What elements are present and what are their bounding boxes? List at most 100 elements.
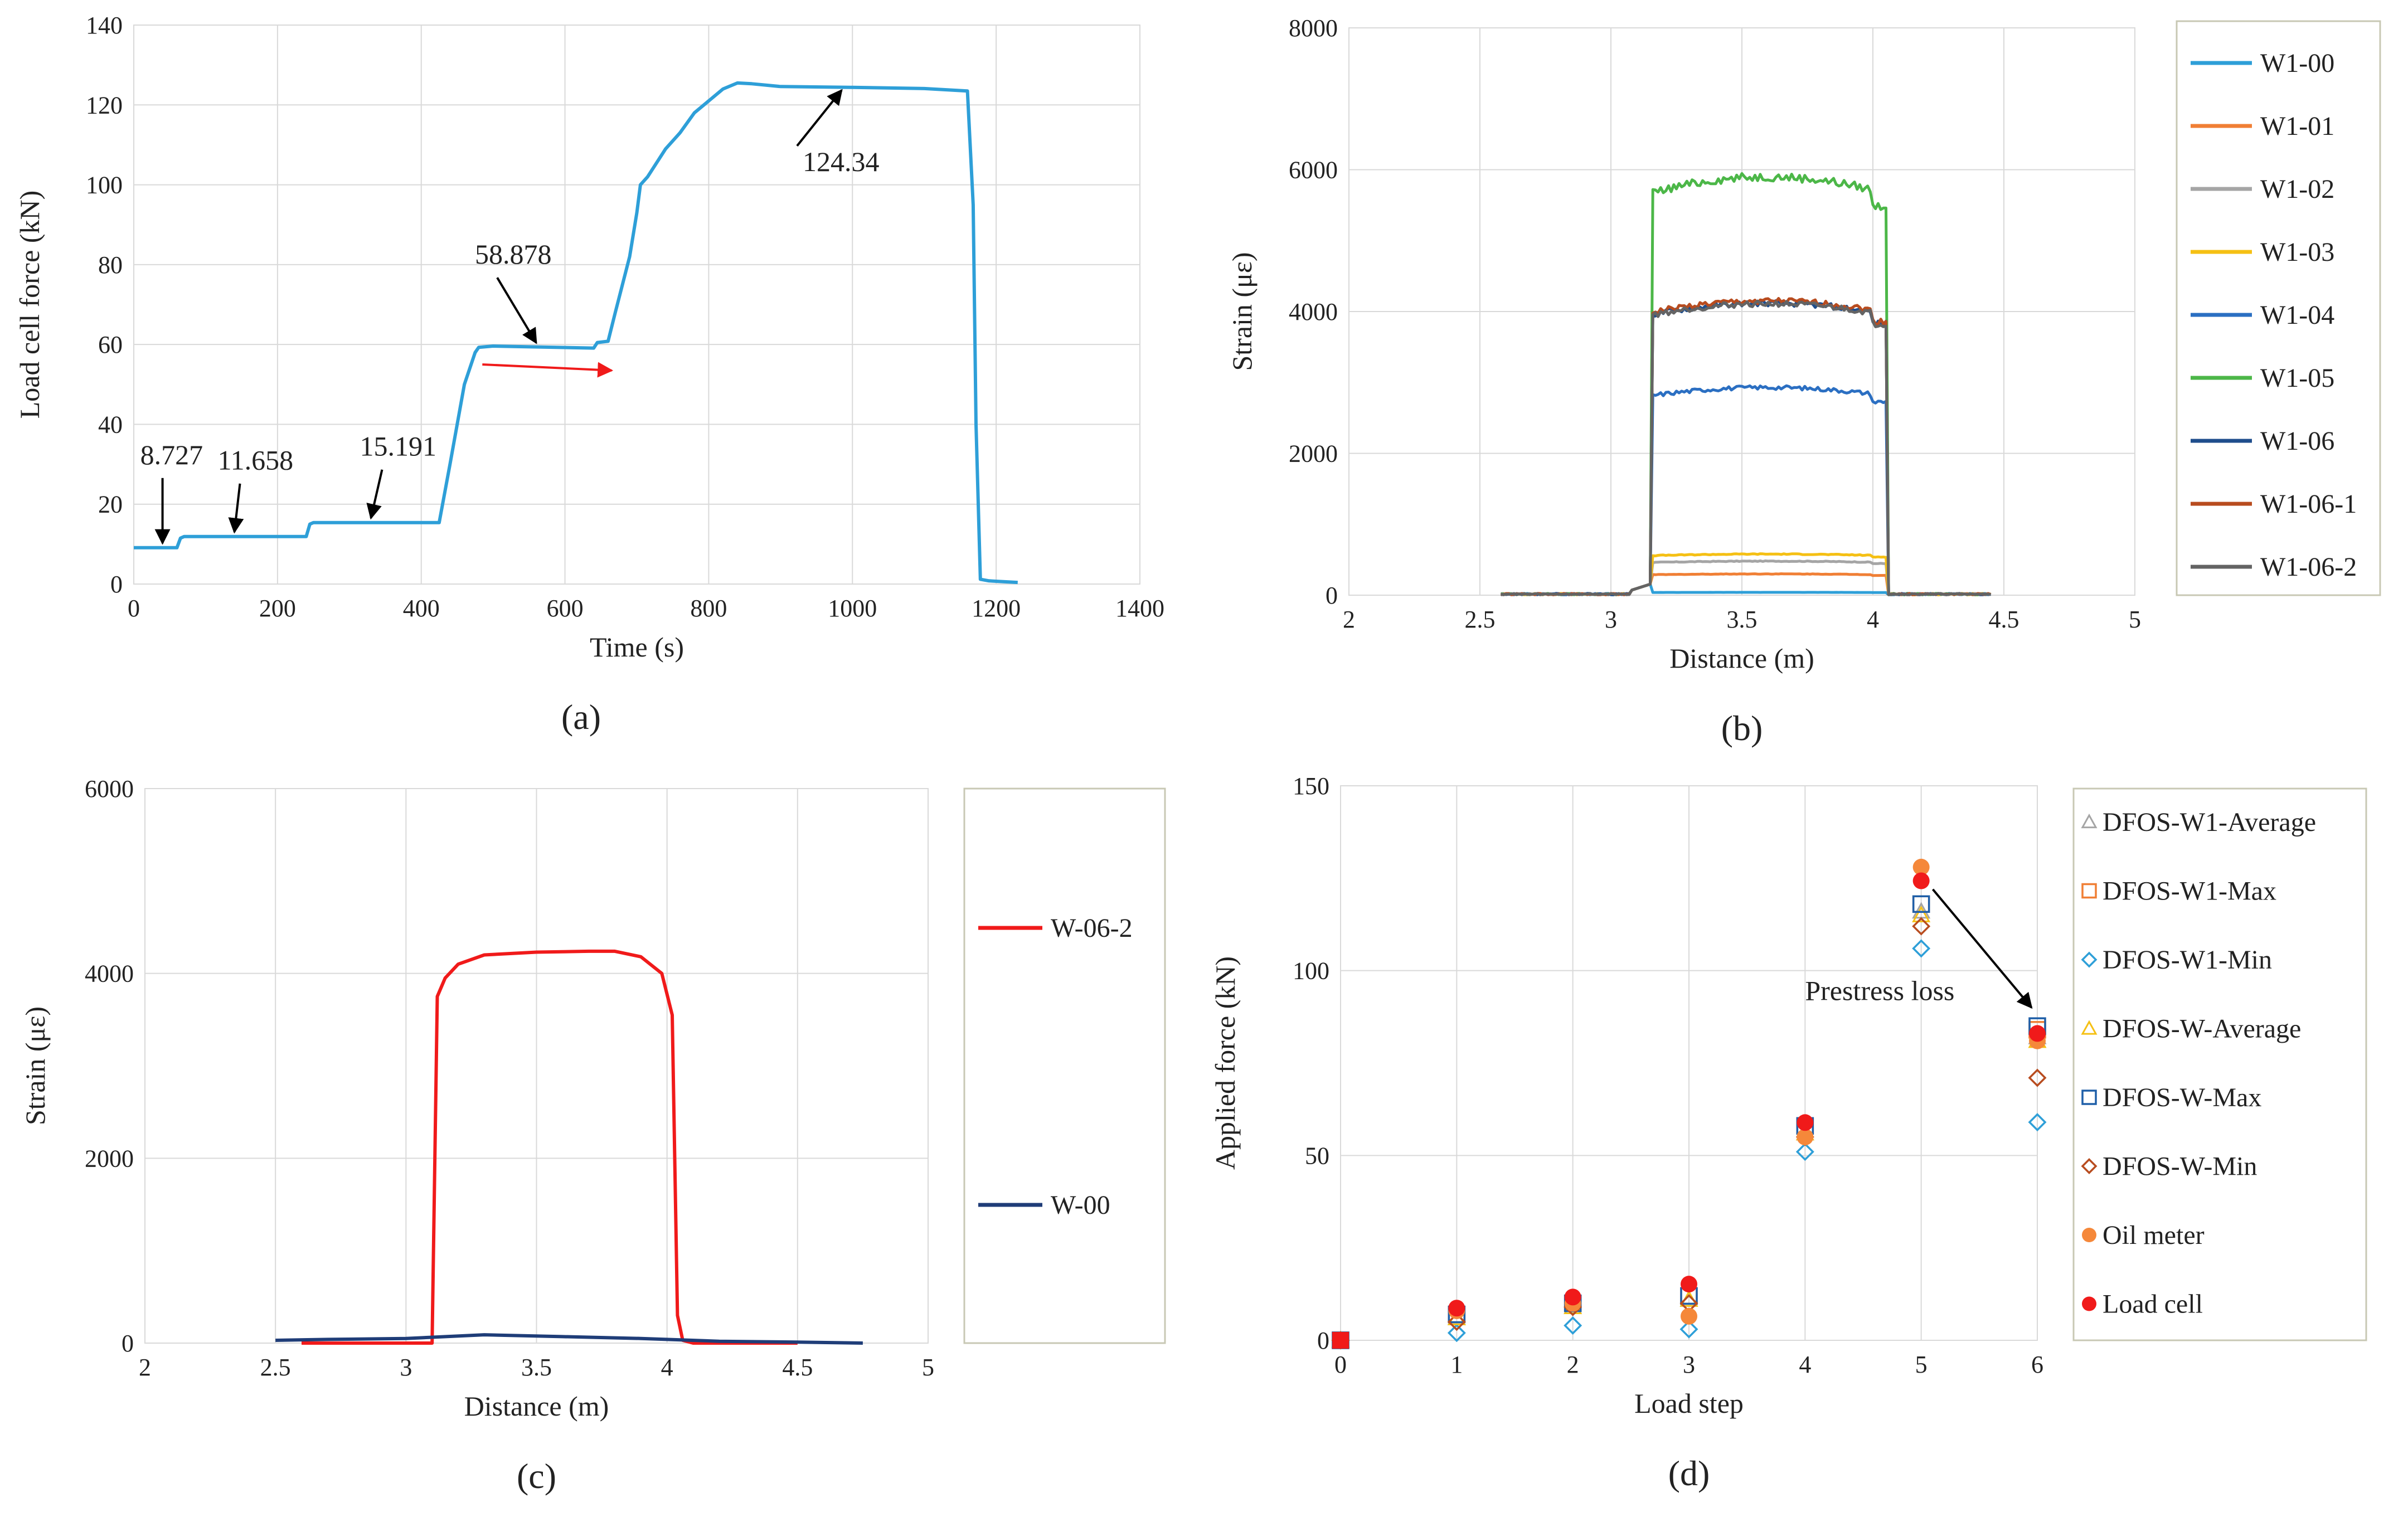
data-point bbox=[1447, 1312, 1466, 1331]
chart-panel-a: 0 200 400 600 800 1000 1200 1400 0 20 40 60 80 100 120… bbox=[14, 12, 1164, 737]
y-tick-label: 60 bbox=[98, 331, 123, 358]
legend-box bbox=[2176, 20, 2381, 596]
x-tick-label: 2.5 bbox=[260, 1354, 291, 1381]
data-point bbox=[2029, 1025, 2046, 1042]
legend-label: W1-06 bbox=[2260, 426, 2334, 456]
data-point bbox=[1681, 1307, 1697, 1325]
data-point bbox=[1564, 1316, 1582, 1335]
x-tick-label: 800 bbox=[690, 595, 727, 622]
plot-area bbox=[133, 25, 1140, 585]
x-tick-label: 3.5 bbox=[521, 1354, 552, 1381]
data-point bbox=[2028, 1068, 2047, 1087]
legend-marker bbox=[2082, 1228, 2096, 1242]
legend-marker bbox=[2081, 813, 2098, 829]
annotation-arrow bbox=[228, 483, 244, 534]
legend-marker bbox=[2081, 1158, 2098, 1174]
x-tick-label: 4 bbox=[661, 1354, 673, 1381]
data-point bbox=[1912, 872, 1930, 889]
data-point bbox=[1912, 858, 1930, 876]
y-axis-label: Load cell force (kN) bbox=[14, 191, 45, 419]
x-tick-label: 1400 bbox=[1115, 595, 1164, 622]
legend-marker bbox=[2081, 1090, 2097, 1105]
y-tick-label: 100 bbox=[86, 172, 123, 199]
strain-line-w1-06-2 bbox=[1500, 299, 1991, 596]
data-point bbox=[1795, 1142, 1814, 1161]
y-tick-label: 80 bbox=[98, 251, 123, 279]
legend-label: W1-06-2 bbox=[2260, 552, 2357, 582]
data-point bbox=[1912, 917, 1931, 936]
y-tick-label: 100 bbox=[1293, 957, 1329, 985]
annotation-label: 11.658 bbox=[218, 445, 294, 476]
x-tick-label: 4.5 bbox=[1989, 606, 2019, 633]
x-tick-label: 5 bbox=[2129, 606, 2141, 633]
y-axis-label: Strain (με) bbox=[20, 1006, 51, 1125]
x-tick-label: 0 bbox=[1334, 1351, 1347, 1378]
x-tick-label: 4 bbox=[1799, 1351, 1811, 1378]
legend-label: W1-04 bbox=[2260, 300, 2334, 330]
y-tick-label: 4000 bbox=[1289, 298, 1338, 325]
strain-line-w-06-2 bbox=[302, 949, 798, 1345]
chart-panel-d: 0 1 2 3 4 5 6 0 50 100 150 Load step Applied force (… bbox=[1210, 772, 2367, 1493]
x-tick-label: 2 bbox=[139, 1354, 151, 1381]
y-tick-label: 120 bbox=[86, 91, 123, 119]
data-point bbox=[1681, 1276, 1697, 1293]
chart-panel-c: 2 2.5 3 3.5 4 4.5 5 0 2000 4000 6000 Distance (m) St… bbox=[20, 775, 1166, 1496]
legend-marker bbox=[2081, 883, 2097, 899]
data-point bbox=[1447, 1324, 1466, 1343]
legend-label: W1-05 bbox=[2260, 363, 2334, 393]
x-tick-label: 3 bbox=[1683, 1351, 1695, 1378]
annotation-arrow bbox=[1931, 888, 2033, 1009]
x-tick-label: 600 bbox=[547, 595, 584, 622]
data-point bbox=[1797, 1129, 1814, 1146]
legend-label: DFOS-W-Min bbox=[2103, 1152, 2257, 1181]
annotation-label: 58.878 bbox=[475, 239, 552, 270]
legend-label: W1-03 bbox=[2260, 237, 2334, 267]
x-axis-label: Time (s) bbox=[590, 631, 684, 663]
annotation-label: 15.191 bbox=[360, 431, 436, 462]
data-point bbox=[1679, 1320, 1698, 1339]
y-tick-label: 0 bbox=[1317, 1327, 1329, 1354]
y-axis-label: Strain (με) bbox=[1226, 252, 1258, 371]
legend-label: Oil meter bbox=[2103, 1220, 2205, 1250]
x-tick-label: 2 bbox=[1343, 606, 1355, 633]
x-tick-label: 1200 bbox=[972, 595, 1021, 622]
legend-marker bbox=[2081, 1020, 2098, 1035]
annotation-arrow bbox=[496, 277, 537, 344]
annotation-label: 124.34 bbox=[803, 146, 880, 177]
data-point bbox=[2028, 1113, 2047, 1132]
panel-label: (c) bbox=[517, 1456, 556, 1496]
data-point bbox=[1912, 939, 1931, 958]
x-tick-label: 4.5 bbox=[782, 1354, 813, 1381]
red-arrow bbox=[482, 362, 614, 378]
x-tick-label: 5 bbox=[922, 1354, 934, 1381]
x-axis-label: Load step bbox=[1634, 1388, 1744, 1419]
x-tick-label: 3.5 bbox=[1727, 606, 1758, 633]
x-tick-label: 4 bbox=[1867, 606, 1879, 633]
legend-marker bbox=[2082, 1296, 2096, 1311]
panel-label: (d) bbox=[1668, 1453, 1710, 1493]
legend-label: W1-06-1 bbox=[2260, 489, 2357, 519]
y-tick-label: 40 bbox=[98, 411, 123, 438]
legend-label: W-06-2 bbox=[1051, 913, 1133, 943]
y-axis-label: Applied force (kN) bbox=[1210, 956, 1241, 1170]
x-tick-label: 6 bbox=[2031, 1351, 2043, 1378]
annotation-label: Prestress loss bbox=[1805, 975, 1954, 1006]
y-tick-label: 20 bbox=[98, 491, 123, 518]
legend-label: DFOS-W1-Min bbox=[2103, 945, 2272, 975]
legend-marker bbox=[2081, 951, 2098, 968]
panel-label: (a) bbox=[561, 697, 601, 737]
y-tick-label: 6000 bbox=[85, 775, 134, 803]
legend-box bbox=[963, 787, 1166, 1344]
x-tick-label: 5 bbox=[1915, 1351, 1928, 1378]
panel-label: (b) bbox=[1721, 708, 1763, 748]
x-tick-label: 3 bbox=[400, 1354, 412, 1381]
x-tick-label: 1000 bbox=[828, 595, 877, 622]
annotation-arrow bbox=[366, 469, 383, 520]
annotation-label: 8.727 bbox=[140, 439, 203, 470]
legend-label: W1-00 bbox=[2260, 48, 2334, 78]
legend-label: DFOS-W-Average bbox=[2103, 1014, 2301, 1044]
x-axis-label: Distance (m) bbox=[1669, 643, 1814, 674]
legend-label: DFOS-W1-Max bbox=[2103, 877, 2276, 906]
y-tick-label: 8000 bbox=[1289, 14, 1338, 42]
chart-panel-b: 2 2.5 3 3.5 4 4.5 5 0 2000 4000 6000 8000 Distance (… bbox=[1226, 14, 2381, 748]
